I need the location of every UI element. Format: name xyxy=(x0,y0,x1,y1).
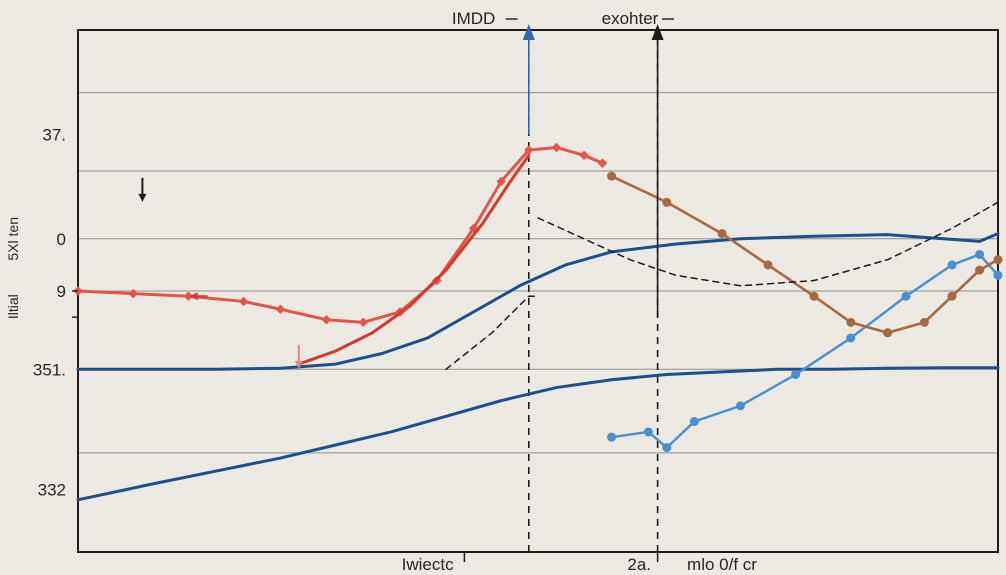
chart-svg: 37. 0 9 351. 332 Iltial 5Xl ten IMDD exohter Iwie… xyxy=(0,0,1006,575)
svg-text:Iwiectc: Iwiectc xyxy=(402,555,454,574)
chart-container: 37. 0 9 351. 332 Iltial 5Xl ten IMDD exohter Iwie… xyxy=(0,0,1006,575)
svg-text:351.: 351. xyxy=(33,360,66,379)
svg-text:mlo 0/f cr: mlo 0/f cr xyxy=(687,555,757,574)
svg-text:332: 332 xyxy=(38,480,66,499)
svg-text:0: 0 xyxy=(57,230,66,249)
svg-text:2a.: 2a. xyxy=(627,555,651,574)
svg-text:Iltial: Iltial xyxy=(5,294,21,319)
svg-text:IMDD: IMDD xyxy=(452,9,495,28)
svg-text:37.: 37. xyxy=(42,125,66,144)
svg-text:5Xl ten: 5Xl ten xyxy=(5,217,21,261)
svg-text:exohter: exohter xyxy=(602,9,659,28)
svg-text:9: 9 xyxy=(57,282,66,301)
